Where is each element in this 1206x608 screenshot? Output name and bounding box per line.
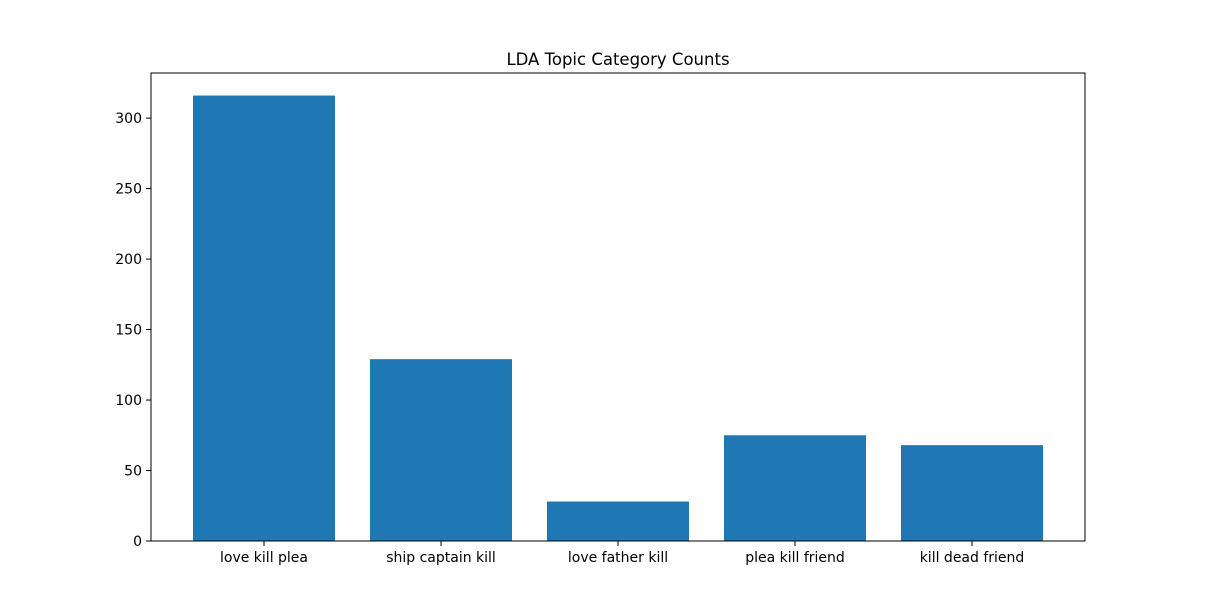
bar-3 [724, 435, 866, 541]
x-tick-label: plea kill friend [745, 550, 845, 566]
plot-frame [150, 72, 1086, 542]
bar-4 [901, 445, 1043, 541]
y-tick-label: 300 [115, 111, 142, 127]
bar-1 [370, 359, 512, 541]
bar-0 [193, 95, 335, 542]
y-tick-label: 0 [133, 534, 142, 550]
y-tick-label: 50 [124, 464, 142, 480]
x-tick-label: kill dead friend [920, 550, 1025, 566]
chart-title: LDA Topic Category Counts [506, 50, 729, 69]
x-tick-label: ship captain kill [386, 550, 496, 566]
y-axis: 0 50 100 150 200 250 300 [115, 111, 151, 550]
y-tick-label: 150 [115, 323, 142, 339]
x-tick-label: love father kill [568, 550, 668, 566]
x-axis: love kill plea ship captain kill love fath… [220, 541, 1024, 566]
y-tick-label: 200 [115, 252, 142, 268]
bars-group [193, 95, 1043, 542]
y-tick-label: 250 [115, 182, 142, 198]
bar-2 [547, 501, 689, 541]
y-tick-label: 100 [115, 393, 142, 409]
x-tick-label: love kill plea [220, 550, 308, 566]
